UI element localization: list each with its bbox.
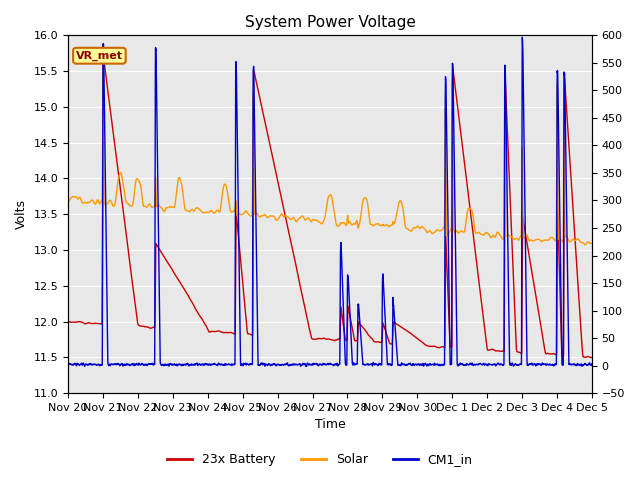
Solar (560, 69, 568, 74)
Legend: 23x Battery, Solar, CM1_in: 23x Battery, Solar, CM1_in (163, 448, 477, 471)
Y-axis label: Volts: Volts (15, 199, 28, 229)
23x Battery (588, 355, 595, 360)
23x Battery (588, 355, 596, 360)
CM1_in (588, 361, 595, 367)
23x Battery (588, 355, 595, 360)
Solar (158, 206, 166, 212)
Line: Solar: Solar (68, 72, 592, 245)
CM1_in (518, 35, 526, 40)
23x Battery (419, 339, 426, 345)
Solar (64, 199, 72, 205)
23x Battery (100, 54, 108, 60)
CM1_in (477, 361, 484, 367)
Solar (588, 241, 596, 247)
23x Battery (310, 336, 318, 342)
Text: VR_met: VR_met (76, 50, 123, 61)
Title: System Power Voltage: System Power Voltage (244, 15, 415, 30)
Solar (581, 242, 589, 248)
23x Battery (159, 251, 166, 257)
CM1_in (447, 361, 455, 367)
23x Battery (64, 319, 72, 324)
23x Battery (447, 344, 455, 350)
Line: CM1_in: CM1_in (68, 37, 592, 366)
Solar (447, 226, 455, 232)
Solar (419, 224, 426, 229)
Line: 23x Battery: 23x Battery (68, 57, 592, 358)
CM1_in (159, 362, 166, 368)
X-axis label: Time: Time (315, 419, 346, 432)
Solar (310, 217, 318, 223)
CM1_in (81, 363, 88, 369)
Solar (477, 231, 484, 237)
CM1_in (310, 361, 318, 367)
Solar (588, 240, 595, 246)
23x Battery (477, 294, 484, 300)
CM1_in (419, 362, 426, 368)
CM1_in (64, 362, 72, 368)
CM1_in (588, 362, 596, 368)
